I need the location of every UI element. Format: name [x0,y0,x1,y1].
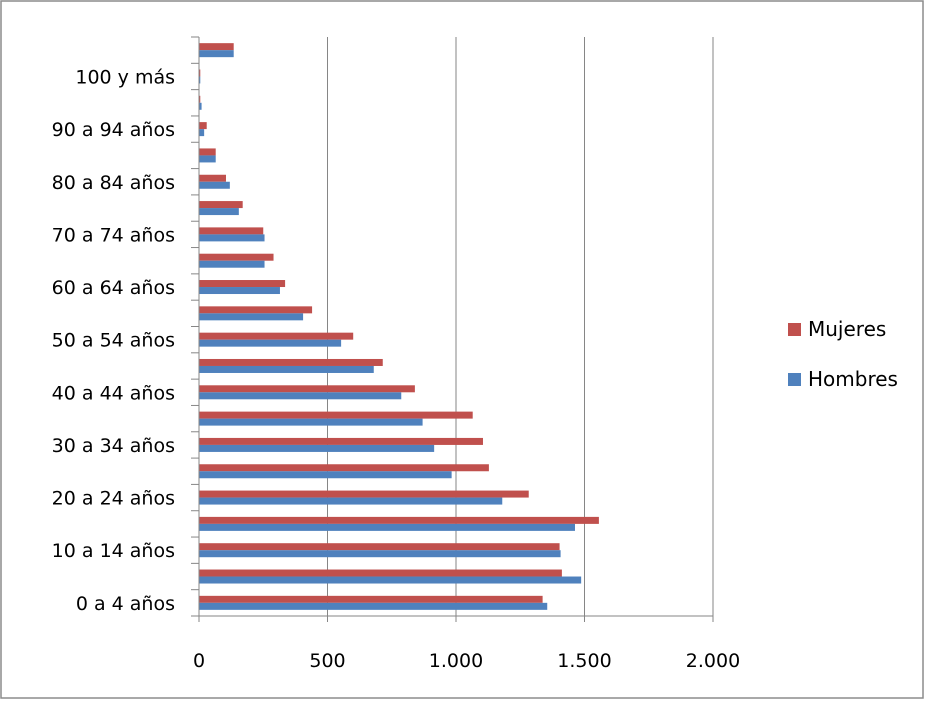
bar-mujeres-19 [199,95,201,103]
bar-hombres-1 [199,576,582,584]
bar-mujeres-8 [199,385,415,393]
bar-mujeres-2 [199,543,560,551]
bar-hombres-21 [199,50,234,58]
bar-hombres-10 [199,339,342,347]
bar-mujeres-20 [199,69,201,77]
bar-hombres-16 [199,181,230,189]
bar-mujeres-13 [199,253,274,261]
bar-mujeres-5 [199,464,489,472]
bar-mujeres-6 [199,437,483,445]
bar-hombres-19 [199,102,202,110]
bar-mujeres-21 [199,43,234,51]
bar-hombres-14 [199,234,265,242]
y-tick-label-4: 20 a 24 años [52,488,175,510]
bar-hombres-2 [199,550,561,558]
bar-hombres-8 [199,392,402,400]
y-tick-label-18: 90 a 94 años [52,119,175,141]
bars [199,43,599,610]
legend: Mujeres Hombres [788,317,898,391]
bar-mujeres-14 [199,227,264,235]
bar-mujeres-10 [199,332,354,340]
x-tick-label-0: 0 [193,650,205,672]
bar-mujeres-9 [199,358,383,366]
bar-hombres-5 [199,471,452,479]
x-tick-label-2: 1.000 [429,650,483,672]
bar-mujeres-16 [199,174,226,182]
bar-mujeres-12 [199,280,286,288]
bar-hombres-9 [199,365,374,373]
axes [191,36,714,622]
bar-hombres-12 [199,287,280,295]
bar-hombres-20 [199,76,201,84]
bar-mujeres-15 [199,201,243,209]
y-tick-label-8: 40 a 44 años [52,382,175,404]
bar-mujeres-7 [199,411,473,419]
bar-mujeres-11 [199,306,313,314]
x-tick-label-3: 1.500 [557,650,611,672]
bar-mujeres-0 [199,595,543,603]
bar-hombres-18 [199,129,205,137]
bar-hombres-0 [199,602,548,610]
bar-mujeres-18 [199,122,207,130]
bar-hombres-7 [199,418,423,426]
bar-hombres-3 [199,523,575,531]
legend-label-hombres: Hombres [808,367,898,391]
y-tick-label-14: 70 a 74 años [52,224,175,246]
y-tick-label-16: 80 a 84 años [52,172,175,194]
x-tick-label-4: 2.000 [686,650,740,672]
y-tick-label-20: 100 y más [75,66,175,88]
y-tick-label-2: 10 a 14 años [52,540,175,562]
bar-hombres-15 [199,208,239,216]
y-tick-label-0: 0 a 4 años [76,593,175,615]
legend-swatch-hombres [788,373,801,386]
y-tick-label-10: 50 a 54 años [52,330,175,352]
x-tick-label-1: 500 [309,650,345,672]
bar-mujeres-17 [199,148,216,156]
bar-hombres-17 [199,155,216,163]
y-tick-label-12: 60 a 64 años [52,277,175,299]
bar-mujeres-4 [199,490,529,498]
axis-labels: 0 a 4 años 10 a 14 años 20 a 24 años 30 a 3… [52,66,741,672]
bar-hombres-11 [199,313,304,321]
bar-mujeres-3 [199,516,599,524]
y-tick-label-6: 30 a 34 años [52,435,175,457]
legend-label-mujeres: Mujeres [808,317,886,341]
bar-hombres-4 [199,497,503,505]
bar-hombres-13 [199,260,265,268]
bar-hombres-6 [199,444,435,452]
bar-mujeres-1 [199,569,562,577]
legend-swatch-mujeres [788,323,801,336]
